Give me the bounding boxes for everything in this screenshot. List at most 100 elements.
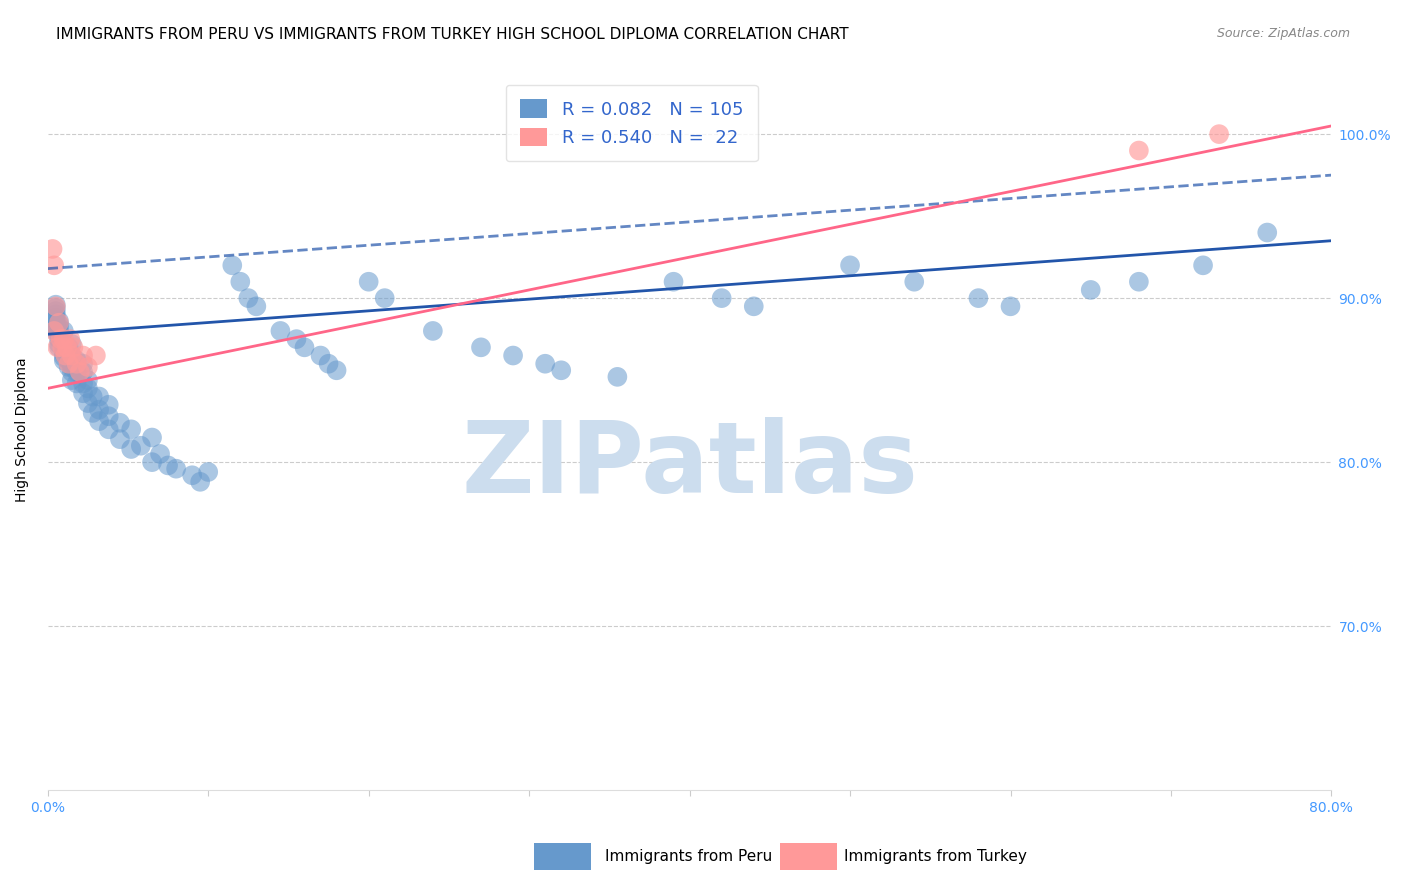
Point <box>60 359 83 374</box>
Point <box>52 343 75 358</box>
Point <box>45 320 67 334</box>
Point <box>45 314 67 328</box>
Point <box>1128 275 1150 289</box>
Point <box>76 396 98 410</box>
Point <box>58 359 80 374</box>
Point <box>72 357 94 371</box>
Point <box>55 349 77 363</box>
Point <box>52 324 75 338</box>
Point <box>76 381 98 395</box>
Point <box>309 349 332 363</box>
Point <box>59 332 82 346</box>
Point <box>60 349 83 363</box>
Y-axis label: High School Diploma: High School Diploma <box>15 357 30 501</box>
Point <box>87 402 110 417</box>
Point <box>84 349 107 363</box>
Point <box>141 431 163 445</box>
Point <box>502 349 524 363</box>
Point <box>52 347 75 361</box>
Text: Source: ZipAtlas.com: Source: ZipAtlas.com <box>1216 27 1350 40</box>
Point <box>87 390 110 404</box>
Point <box>245 299 267 313</box>
Point <box>60 357 83 371</box>
Point <box>197 465 219 479</box>
Point <box>45 318 67 332</box>
Point <box>45 324 67 338</box>
Point <box>662 275 685 289</box>
Point <box>294 340 316 354</box>
Point <box>45 304 67 318</box>
Point <box>710 291 733 305</box>
Point <box>318 357 340 371</box>
Point <box>66 365 89 379</box>
Point <box>48 314 70 328</box>
Point <box>48 327 70 342</box>
Point <box>48 324 70 338</box>
Point <box>44 324 66 338</box>
Point <box>44 258 66 272</box>
Point <box>82 406 104 420</box>
Point <box>374 291 396 305</box>
Point <box>48 337 70 351</box>
Point <box>120 422 142 436</box>
Point <box>45 301 67 315</box>
Point <box>60 349 83 363</box>
Point <box>1192 258 1215 272</box>
Point <box>48 340 70 354</box>
Point <box>129 439 152 453</box>
Point <box>269 324 291 338</box>
Point <box>58 340 80 354</box>
Point <box>181 468 204 483</box>
Point <box>46 340 69 354</box>
Point <box>606 369 628 384</box>
Point <box>72 376 94 391</box>
Point <box>60 337 83 351</box>
Point <box>325 363 347 377</box>
Point <box>66 376 89 391</box>
Point <box>48 316 70 330</box>
Point <box>58 353 80 368</box>
Point <box>60 365 83 379</box>
Point <box>97 422 120 436</box>
Point <box>470 340 492 354</box>
Point <box>62 340 84 354</box>
Point <box>45 298 67 312</box>
Point <box>120 442 142 456</box>
Point <box>839 258 862 272</box>
Legend: R = 0.082   N = 105, R = 0.540   N =  22: R = 0.082 N = 105, R = 0.540 N = 22 <box>506 85 758 161</box>
Point <box>550 363 572 377</box>
Point <box>66 357 89 371</box>
Point <box>1080 283 1102 297</box>
Point <box>157 458 180 473</box>
Point <box>76 373 98 387</box>
Point <box>49 332 72 346</box>
Point <box>41 242 63 256</box>
Point <box>742 299 765 313</box>
Point <box>1256 226 1278 240</box>
Point <box>221 258 243 272</box>
Point <box>58 347 80 361</box>
Point <box>1128 144 1150 158</box>
Point <box>72 365 94 379</box>
Point <box>48 318 70 332</box>
Point <box>285 332 308 346</box>
Point <box>534 357 557 371</box>
Text: Immigrants from Peru: Immigrants from Peru <box>605 849 772 863</box>
Point <box>48 332 70 346</box>
Point <box>1208 127 1230 141</box>
Point <box>238 291 260 305</box>
Text: Immigrants from Turkey: Immigrants from Turkey <box>844 849 1026 863</box>
Point <box>66 353 89 368</box>
Point <box>45 299 67 313</box>
Point <box>967 291 990 305</box>
Text: IMMIGRANTS FROM PERU VS IMMIGRANTS FROM TURKEY HIGH SCHOOL DIPLOMA CORRELATION C: IMMIGRANTS FROM PERU VS IMMIGRANTS FROM … <box>56 27 849 42</box>
Point <box>58 357 80 371</box>
Point <box>1000 299 1022 313</box>
Point <box>422 324 444 338</box>
Point <box>149 447 172 461</box>
Point <box>56 340 79 354</box>
Point <box>48 320 70 334</box>
Point <box>51 340 73 354</box>
Point <box>45 310 67 325</box>
Point <box>60 373 83 387</box>
